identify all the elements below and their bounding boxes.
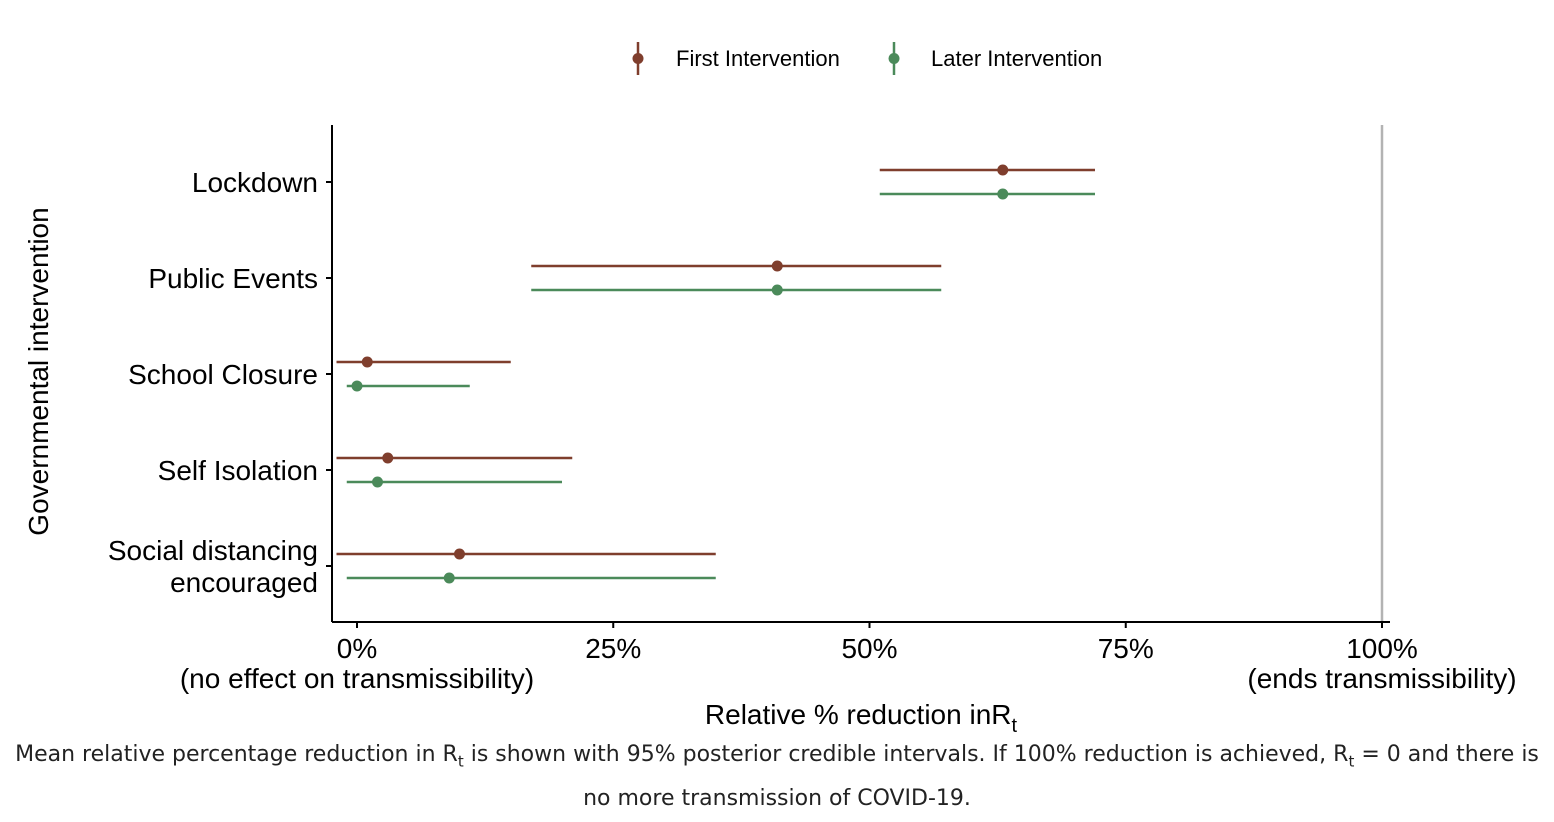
x-tick-label: 0%: [337, 633, 377, 664]
mean-point-first: [997, 164, 1009, 176]
legend-item-later: Later Intervention: [888, 42, 1102, 75]
x-axis-title-text: Relative % reduction in: [705, 699, 991, 730]
x-tick-sublabel: (ends transmissibility): [1247, 663, 1516, 694]
x-axis-title-subscript: t: [1012, 715, 1018, 736]
caption-subscript-2: t: [1348, 752, 1355, 771]
x-axis: 0%(no effect on transmissibility) 25% 50% 7…: [180, 622, 1517, 694]
mean-point-first: [382, 452, 394, 464]
x-tick-label: 50%: [841, 633, 897, 664]
x-tick-sublabel: (no effect on transmissibility): [180, 663, 534, 694]
caption-symbol-1: R: [442, 742, 458, 767]
legend-label: Later Intervention: [931, 46, 1102, 71]
chart-plot: First Intervention Later Intervention Loc…: [23, 42, 1517, 736]
x-tick-label: 100%: [1346, 633, 1418, 664]
y-tick-label: Social distancing encouraged: [108, 535, 318, 598]
mean-point-later: [372, 476, 383, 488]
mean-point-first: [771, 260, 783, 272]
mean-point-first: [361, 356, 373, 368]
mean-point-later: [443, 572, 455, 584]
y-tick-label: Public Events: [148, 263, 318, 294]
interval-marks: [336, 164, 1095, 584]
caption-part-1: Mean relative percentage reduction in: [15, 742, 443, 767]
y-axis: Lockdown Public Events School Closure Self …: [108, 167, 332, 598]
y-tick-label-line: Social distancing: [108, 535, 318, 566]
x-axis-title: Relative % reduction inRt: [705, 699, 1018, 736]
legend-key-point: [888, 53, 900, 64]
legend-item-first: First Intervention: [632, 42, 840, 75]
legend-label: First Intervention: [676, 46, 840, 71]
mean-point-later: [351, 380, 363, 392]
caption-subscript-1: t: [457, 752, 464, 771]
x-tick-label: 75%: [1098, 633, 1154, 664]
mean-point-later: [771, 284, 783, 296]
legend-key-point: [632, 53, 644, 64]
chart-legend: First Intervention Later Intervention: [632, 42, 1102, 75]
y-axis-title: Governmental intervention: [23, 207, 54, 535]
y-tick-label: Lockdown: [192, 167, 318, 198]
x-axis-title-symbol: R: [991, 699, 1011, 730]
mean-point-later: [997, 188, 1009, 200]
caption-part-2: is shown with 95% posterior credible int…: [463, 742, 1334, 767]
y-tick-label: Self Isolation: [158, 455, 318, 486]
caption-symbol-2: R: [1333, 742, 1349, 767]
y-tick-label-line: encouraged: [170, 567, 318, 598]
figure-caption: Mean relative percentage reduction in Rt…: [0, 736, 1554, 818]
y-tick-label: School Closure: [128, 359, 318, 390]
mean-point-first: [454, 548, 465, 560]
caption-part-3: = 0 and there is no more transmission of…: [583, 742, 1539, 812]
x-tick-label: 25%: [585, 633, 641, 664]
